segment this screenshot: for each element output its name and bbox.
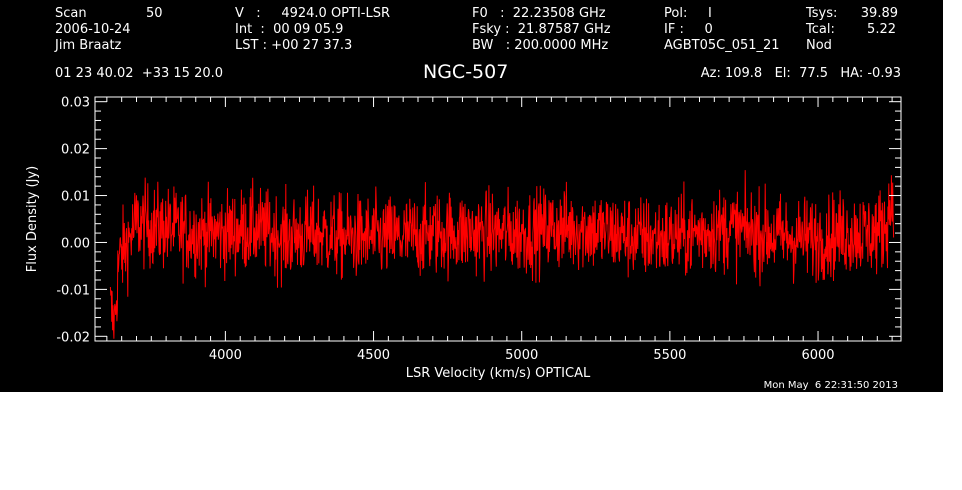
y-tick-label: 0.00 xyxy=(61,236,90,251)
tcal-label: Tcal: xyxy=(806,22,835,37)
if-number: IF : 0 xyxy=(664,22,713,37)
scan-label: Scan xyxy=(55,6,87,21)
pointing-info: Az: 109.8 El: 77.5 HA: -0.93 xyxy=(700,66,901,81)
observer-name: Jim Braatz xyxy=(55,38,122,53)
x-tick-label: 5000 xyxy=(505,348,538,363)
x-tick-label: 5500 xyxy=(653,348,686,363)
velocity-info: V : 4924.0 OPTI-LSR xyxy=(235,6,391,21)
source-title: NGC-507 xyxy=(423,61,509,83)
integration-time: Int : 00 09 05.9 xyxy=(235,22,344,37)
x-tick-label: 4000 xyxy=(209,348,242,363)
project-id: AGBT05C_051_21 xyxy=(664,38,780,53)
polarization: Pol: I xyxy=(664,6,712,21)
y-tick-label: -0.01 xyxy=(56,283,90,298)
tsys-label: Tsys: xyxy=(806,6,838,21)
spectrum-trace xyxy=(109,170,895,339)
render-timestamp: Mon May 6 22:31:50 2013 xyxy=(763,380,898,391)
tcal-value: 5.22 xyxy=(867,22,896,37)
rest-frequency: F0 : 22.23508 GHz xyxy=(472,6,606,21)
y-tick-label: 0.02 xyxy=(61,143,90,158)
scan-number: 50 xyxy=(146,6,163,21)
x-axis-label: LSR Velocity (km/s) OPTICAL xyxy=(406,366,591,381)
y-axis-label: Flux Density (Jy) xyxy=(25,166,40,272)
y-tick-label: 0.01 xyxy=(61,190,90,205)
source-coordinates: 01 23 40.02 +33 15 20.0 xyxy=(55,66,224,81)
procedure-label: Nod xyxy=(806,38,832,53)
plot-window: Scan 50 2006-10-24 Jim Braatz V : 4924.0… xyxy=(0,0,943,392)
y-tick-label: -0.02 xyxy=(56,330,90,345)
y-tick-label: 0.03 xyxy=(61,96,90,111)
plot-frame xyxy=(94,96,902,342)
spectrum-chart: 4000 4500 5000 5500 6000 -0.02 -0.01 0.00 0.01 0.… xyxy=(25,96,902,381)
x-tick-label: 6000 xyxy=(801,348,834,363)
lst-info: LST : +00 27 37.3 xyxy=(235,38,353,53)
sky-frequency: Fsky : 21.87587 GHz xyxy=(472,22,611,37)
bandwidth: BW : 200.0000 MHz xyxy=(472,38,609,53)
observation-date: 2006-10-24 xyxy=(55,22,131,37)
tsys-value: 39.89 xyxy=(860,6,898,21)
x-tick-label: 4500 xyxy=(357,348,390,363)
